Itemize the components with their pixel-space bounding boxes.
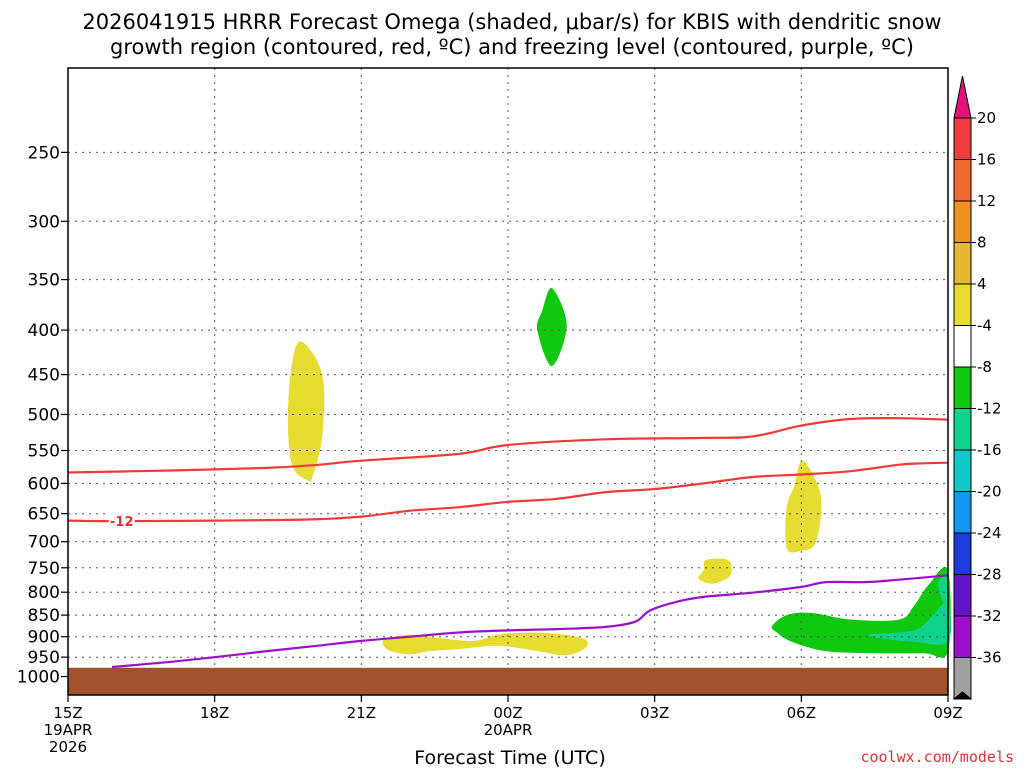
x-tick-label: 09Z — [933, 704, 962, 722]
colorbar-tick-label: -16 — [977, 441, 1002, 459]
colorbar-top-arrow — [953, 75, 972, 119]
chart-title-line-1: 2026041915 HRRR Forecast Omega (shaded, … — [82, 10, 941, 34]
x-tick-label: 19APR — [44, 721, 93, 739]
colorbar-band-8 — [953, 449, 972, 492]
terrain-fill — [68, 667, 948, 695]
y-tick-label-300: 300 — [28, 212, 60, 232]
y-tick-label-550: 550 — [28, 442, 60, 462]
y-tick-label-950: 950 — [28, 648, 60, 668]
colorbar-tick-label: -28 — [977, 566, 1002, 584]
x-tick-label: 18Z — [200, 704, 229, 722]
colorbar-tick-label: -24 — [977, 524, 1002, 542]
y-tick-label-850: 850 — [28, 606, 60, 626]
contour-1 — [67, 461, 949, 523]
colorbar-tick-label: 8 — [977, 234, 987, 252]
colorbar-tick-label: -4 — [977, 317, 992, 335]
colorbar-band-4 — [953, 283, 972, 326]
colorbar-tick-label: -20 — [977, 483, 1002, 501]
colorbar-band-0 — [953, 117, 972, 160]
contour-layer: -12 — [67, 416, 949, 669]
x-tick-label: 21Z — [347, 704, 376, 722]
colorbar-band-11 — [953, 574, 972, 617]
credit-link[interactable]: coolwx.com/models — [860, 748, 1014, 766]
omega-region-yellow-upward-4 — [382, 632, 589, 656]
x-tick-label: 03Z — [640, 704, 669, 722]
colorbar: 20 16 12 8 4 -4 -8 -12 -16 -20 -24 -28 -32 -36 — [952, 75, 1002, 700]
x-tick-label: 20APR — [484, 721, 533, 739]
y-tick-label-400: 400 — [28, 321, 60, 341]
chart-title-line-2: growth region (contoured, red, ºC) and f… — [110, 35, 914, 59]
colorbar-tick-label: 4 — [977, 275, 987, 293]
colorbar-band-3 — [953, 242, 972, 285]
x-tick-label: 00Z — [493, 704, 522, 722]
x-tick-label: 15Z — [53, 704, 82, 722]
x-axis-label: Forecast Time (UTC) — [414, 747, 605, 768]
colorbar-band-12 — [953, 615, 972, 658]
y-tick-label-900: 900 — [28, 628, 60, 648]
y-tick-label-650: 650 — [28, 505, 60, 525]
omega-region-green-downward-1 — [536, 287, 567, 367]
x-tick-label: 06Z — [787, 704, 816, 722]
plot-area — [68, 68, 948, 695]
colorbar-tick-label: -32 — [977, 607, 1002, 625]
y-tick-label-450: 450 — [28, 366, 60, 386]
colorbar-bottom-arrow — [952, 691, 973, 700]
colorbar-tick-label: -12 — [977, 400, 1002, 418]
omega-region-yellow-upward-1 — [287, 341, 325, 482]
colorbar-tick-label: -36 — [977, 649, 1002, 667]
colorbar-band-1 — [953, 159, 972, 202]
contour-2 — [111, 574, 949, 669]
y-tick-label-700: 700 — [28, 533, 60, 553]
y-axis: 2503003504004505005506006507007508008509… — [17, 143, 68, 688]
terrain-layer — [68, 667, 948, 695]
colorbar-tick-label: -8 — [977, 358, 992, 376]
colorbar-band-9 — [953, 491, 972, 534]
y-tick-label-500: 500 — [28, 405, 60, 425]
y-tick-label-800: 800 — [28, 583, 60, 603]
colorbar-tick-label: 16 — [977, 151, 996, 169]
colorbar-band-5 — [953, 325, 972, 368]
y-tick-label-350: 350 — [28, 271, 60, 291]
colorbar-band-7 — [953, 408, 972, 451]
y-tick-label-600: 600 — [28, 474, 60, 494]
omega-region-yellow-upward-3 — [698, 558, 732, 584]
y-tick-label-750: 750 — [28, 559, 60, 579]
contour-0 — [67, 416, 949, 474]
y-tick-label-250: 250 — [28, 143, 60, 163]
colorbar-tick-label: 12 — [977, 192, 996, 210]
colorbar-tick-label: 20 — [977, 109, 996, 127]
contour-label-bg — [108, 513, 135, 530]
x-tick-label: 2026 — [49, 738, 87, 756]
colorbar-band-10 — [953, 532, 972, 575]
omega-region-teal-downward-lowlevel — [868, 600, 952, 645]
contour-label: -12 — [110, 515, 134, 530]
colorbar-band-2 — [953, 200, 972, 243]
omega-region-yellow-upward-2 — [785, 460, 822, 553]
colorbar-band-6 — [953, 366, 972, 409]
y-tick-label-1000: 1000 — [17, 668, 60, 688]
